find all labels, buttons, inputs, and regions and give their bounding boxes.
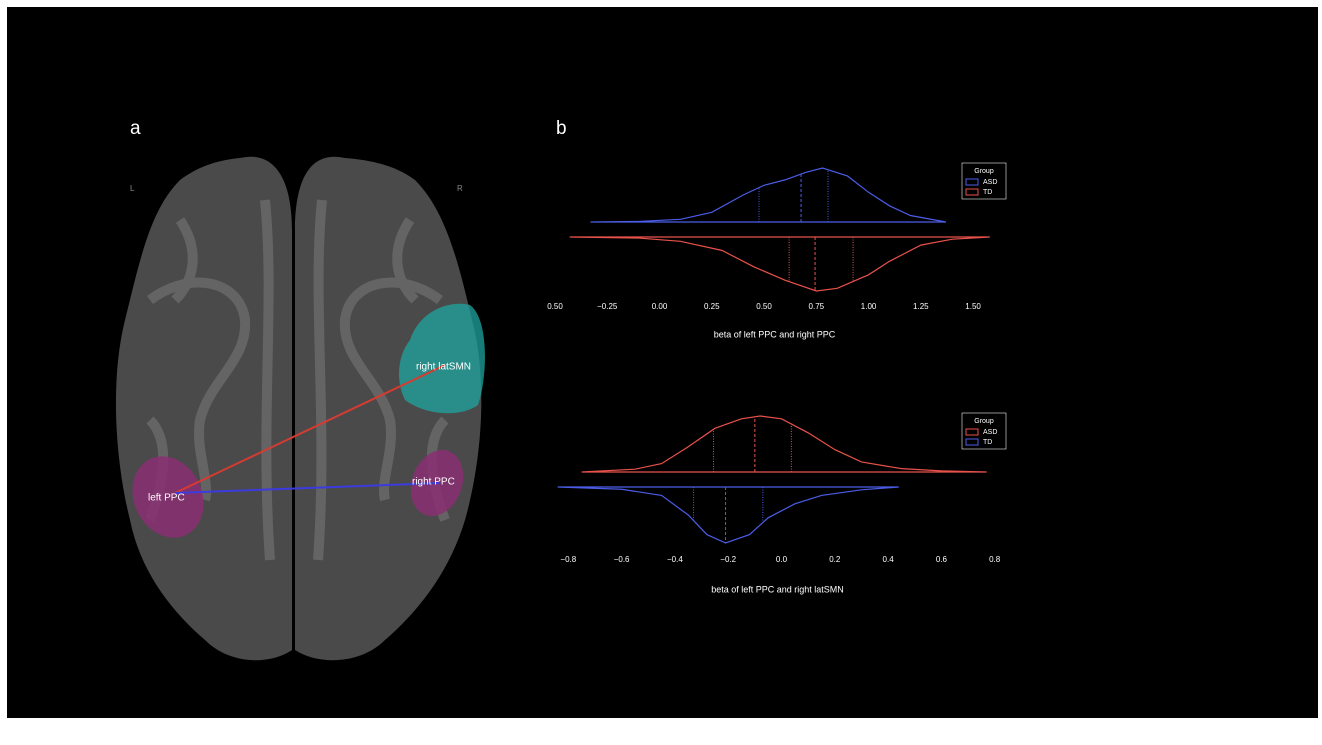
x-tick-label: 0.50	[547, 302, 563, 311]
x-tick-label: 0.50	[756, 302, 772, 311]
legend-label: TD	[983, 439, 992, 446]
x-tick-label: 0.00	[652, 302, 668, 311]
legend-label: TD	[983, 189, 992, 196]
figure: a b L R right latSMN left PPC right PPC …	[0, 0, 1322, 745]
legend-title: Group	[974, 168, 994, 175]
page: {"panel_a": {"label": "a", "left": "L", …	[0, 0, 1322, 745]
x-tick-label: 0.4	[883, 555, 895, 564]
panel-label: b	[556, 118, 567, 139]
x-tick-label: −0.25	[597, 302, 618, 311]
x-tick-label: −0.8	[560, 555, 576, 564]
legend-label: ASD	[983, 429, 997, 436]
region-label: right latSMN	[416, 362, 471, 373]
brain	[116, 157, 485, 661]
x-tick-label: 0.2	[829, 555, 841, 564]
region-label: left PPC	[148, 493, 185, 504]
x-axis-label: beta of left PPC and right PPC	[714, 329, 836, 339]
x-tick-label: −0.4	[667, 555, 683, 564]
x-tick-label: 1.00	[861, 302, 877, 311]
legend-label: ASD	[983, 179, 997, 186]
x-tick-label: 0.25	[704, 302, 720, 311]
x-tick-label: 0.8	[989, 555, 1001, 564]
panel-label: a	[130, 118, 141, 139]
side-label: L	[130, 184, 135, 193]
x-tick-label: 1.50	[965, 302, 981, 311]
x-axis-label: beta of left PPC and right latSMN	[711, 584, 844, 594]
x-tick-label: 0.75	[809, 302, 825, 311]
x-tick-label: 1.25	[913, 302, 929, 311]
side-label: R	[457, 184, 463, 193]
region-label: right PPC	[412, 477, 455, 488]
x-tick-label: 0.0	[776, 555, 788, 564]
x-tick-label: −0.6	[614, 555, 630, 564]
x-tick-label: 0.6	[936, 555, 948, 564]
x-tick-label: −0.2	[720, 555, 736, 564]
legend-title: Group	[974, 418, 994, 425]
